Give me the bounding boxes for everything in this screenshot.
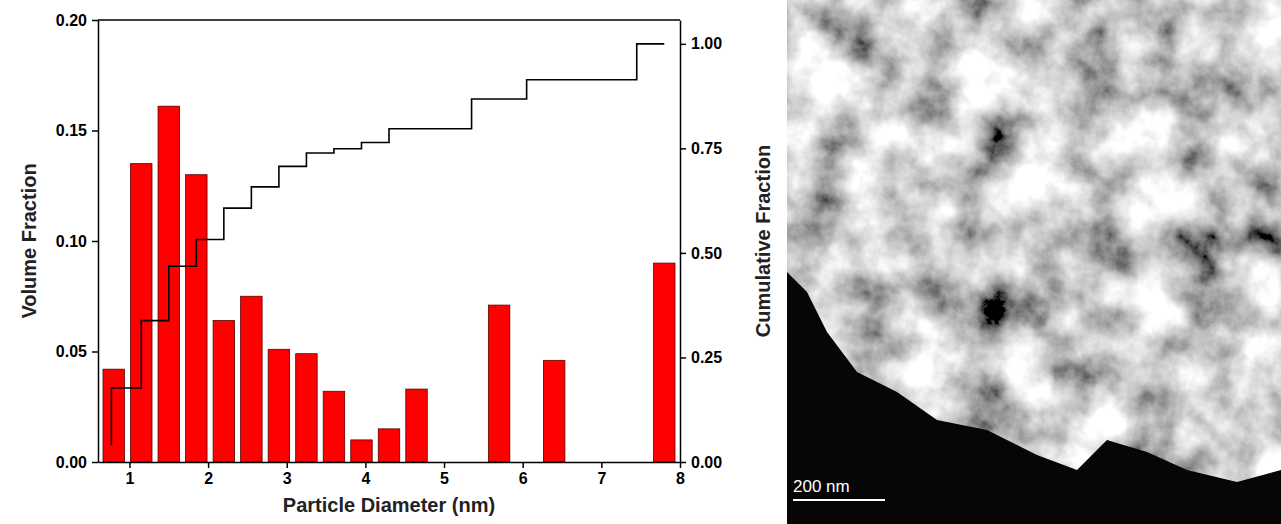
bar bbox=[378, 429, 399, 462]
bar bbox=[186, 175, 207, 462]
tick-label: 3 bbox=[283, 470, 292, 487]
tick-label: 0.10 bbox=[56, 233, 87, 250]
bar bbox=[543, 360, 564, 462]
tick: 0.05 bbox=[56, 343, 98, 360]
bar bbox=[488, 305, 509, 462]
tick: 0.10 bbox=[56, 233, 98, 250]
bar bbox=[131, 164, 152, 462]
bar bbox=[296, 354, 317, 462]
tick-label: 7 bbox=[597, 470, 606, 487]
tick-label: 2 bbox=[204, 470, 213, 487]
scale-bar-label: 200 nm bbox=[793, 477, 850, 496]
micrograph: 200 nm bbox=[787, 0, 1281, 524]
tick-label: 0.00 bbox=[56, 454, 87, 471]
tick-mark bbox=[365, 462, 367, 468]
tick: 0.00 bbox=[680, 454, 722, 471]
tick-label: 1 bbox=[126, 470, 135, 487]
micrograph-background bbox=[787, 0, 1281, 524]
x-axis: 1 2 3 4 5 6 7 8 bbox=[99, 462, 686, 487]
tick-label: 0.50 bbox=[691, 245, 722, 262]
y2-axis: 0.00 0.25 0.50 0.75 1.00 bbox=[680, 21, 722, 471]
x-axis-line bbox=[99, 462, 681, 464]
tick-mark bbox=[92, 241, 98, 243]
tick: 6 bbox=[519, 462, 528, 487]
tick-mark bbox=[208, 462, 210, 468]
x-axis-title: Particle Diameter (nm) bbox=[283, 494, 495, 516]
y-axis-title: Volume Fraction bbox=[18, 163, 40, 318]
tick-mark bbox=[680, 148, 686, 150]
tick-label: 0.05 bbox=[56, 343, 87, 360]
tick: 3 bbox=[283, 462, 292, 487]
plot-area bbox=[103, 44, 675, 462]
tick-mark bbox=[444, 462, 446, 468]
tick-mark bbox=[680, 253, 686, 255]
y2-axis-line bbox=[680, 21, 682, 463]
tick: 5 bbox=[440, 462, 449, 487]
bar bbox=[323, 391, 344, 462]
frame bbox=[98, 19, 680, 21]
bar bbox=[241, 296, 262, 462]
tick-label: 8 bbox=[676, 470, 685, 487]
tick: 1.00 bbox=[680, 35, 722, 52]
tick-mark bbox=[129, 462, 131, 468]
tick-label: 0.15 bbox=[56, 122, 87, 139]
tick-mark bbox=[680, 357, 686, 359]
bar bbox=[406, 389, 427, 462]
tick: 1 bbox=[126, 462, 135, 487]
tick-mark bbox=[601, 462, 603, 468]
tick: 0.50 bbox=[680, 245, 722, 262]
tick-mark bbox=[522, 462, 524, 468]
bar bbox=[103, 369, 124, 462]
tick: 0.00 bbox=[56, 454, 98, 471]
tick: 8 bbox=[676, 462, 685, 487]
tick: 0.25 bbox=[680, 349, 722, 366]
micrograph-texture bbox=[787, 0, 1281, 524]
tick-mark bbox=[92, 130, 98, 132]
tick-label: 4 bbox=[361, 470, 370, 487]
bar bbox=[213, 321, 234, 462]
tick-mark bbox=[92, 351, 98, 353]
tick: 0.20 bbox=[56, 12, 98, 29]
bar bbox=[268, 349, 289, 462]
tick-mark bbox=[92, 20, 98, 22]
tick-label: 0.25 bbox=[691, 349, 722, 366]
tick-label: 6 bbox=[519, 470, 528, 487]
tick: 0.75 bbox=[680, 140, 722, 157]
tick-label: 5 bbox=[440, 470, 449, 487]
tick-mark bbox=[680, 44, 686, 46]
tick-label: 0.20 bbox=[56, 12, 87, 29]
tick-mark bbox=[680, 462, 686, 464]
tick-label: 0.75 bbox=[691, 140, 722, 157]
tick: 0.15 bbox=[56, 122, 98, 139]
tick-label: 1.00 bbox=[691, 35, 722, 52]
y-axis: 0.00 0.05 0.10 0.15 0.20 bbox=[56, 12, 99, 471]
cumulative-line bbox=[111, 44, 664, 445]
bar bbox=[351, 440, 372, 462]
tick: 7 bbox=[597, 462, 606, 487]
bar bbox=[654, 263, 675, 462]
tick: 4 bbox=[361, 462, 370, 487]
y2-axis-title: Cumulative Fraction bbox=[752, 145, 774, 337]
tick-label: 0.00 bbox=[691, 454, 722, 471]
tick: 2 bbox=[204, 462, 213, 487]
tick-mark bbox=[287, 462, 289, 468]
scale-bar bbox=[793, 499, 885, 501]
canvas: 1 2 3 4 5 6 7 8 0.00 0.05 0.10 0.15 0.20 0.00 0.25 0.50… bbox=[0, 0, 1281, 524]
tick-mark bbox=[92, 462, 98, 464]
